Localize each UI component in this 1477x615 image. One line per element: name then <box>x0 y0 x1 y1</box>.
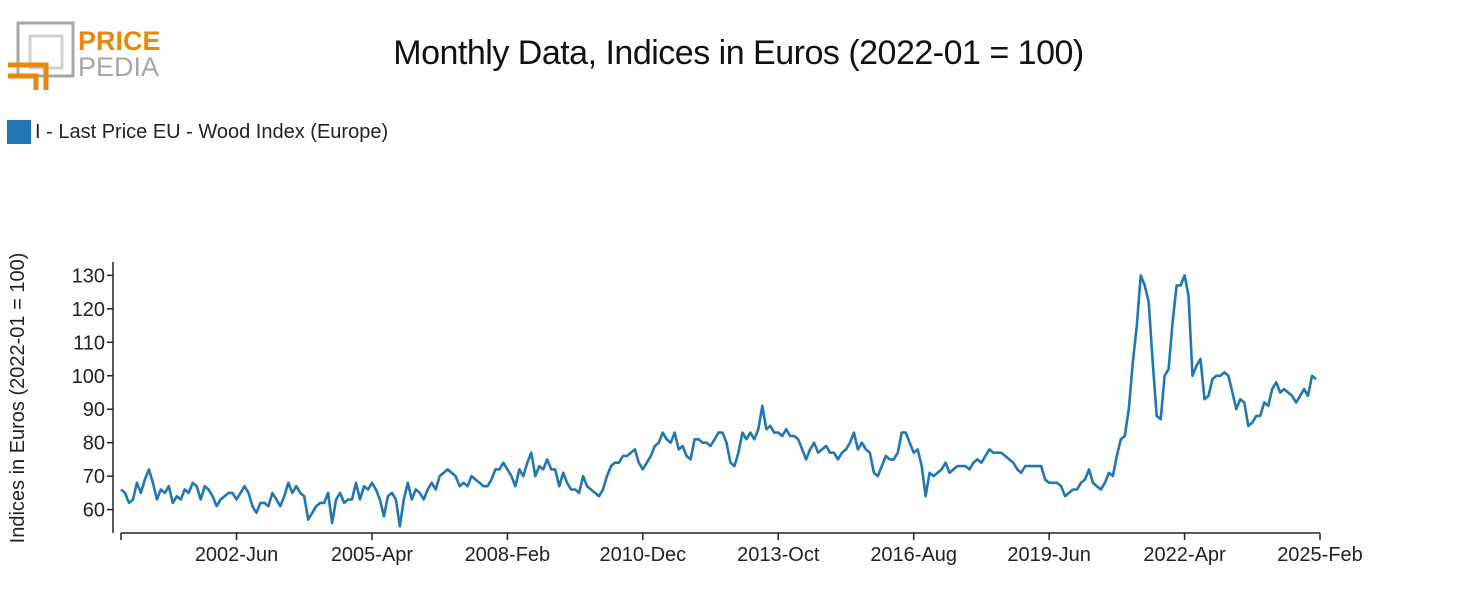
pricepedia-logo: PRICE PEDIA <box>8 21 161 90</box>
y-tick-label: 90 <box>83 399 105 421</box>
y-axis-label: Indices in Euros (2022-01 = 100) <box>7 253 29 544</box>
y-tick-label: 80 <box>83 433 105 455</box>
x-tick-label: 2016-Aug <box>870 544 957 566</box>
x-tick-label: 2022-Apr <box>1143 544 1226 566</box>
x-tick-label: 2019-Jun <box>1007 544 1090 566</box>
legend-swatch <box>7 120 31 144</box>
chart-title: Monthly Data, Indices in Euros (2022-01 … <box>393 34 1084 72</box>
logo-mark <box>8 21 75 90</box>
x-tick-label: 2005-Apr <box>331 544 414 566</box>
x-tick-label: 2002-Jun <box>195 544 278 566</box>
legend-label: I - Last Price EU - Wood Index (Europe) <box>35 120 389 143</box>
logo-corner-1 <box>8 62 49 90</box>
logo-word-pedia: PEDIA <box>78 52 159 82</box>
x-tick-label: 2008-Feb <box>465 544 551 566</box>
logo-word-price: PRICE <box>78 26 161 56</box>
y-tick-label: 120 <box>72 299 105 321</box>
plot-area <box>120 274 1317 528</box>
y-tick-label: 60 <box>83 500 105 522</box>
y-axis: 60 70 80 90 100 110 120 130 <box>72 262 114 533</box>
legend[interactable]: I - Last Price EU - Wood Index (Europe) <box>7 120 388 144</box>
y-tick-label: 110 <box>73 332 105 354</box>
x-tick-label: 2010-Dec <box>599 544 686 566</box>
series-line-wood-index <box>120 274 1317 528</box>
y-tick-label: 70 <box>83 466 105 488</box>
x-tick-label: 2025-Feb <box>1277 544 1363 566</box>
y-tick-label: 100 <box>72 366 105 388</box>
x-tick-label: 2013-Oct <box>737 544 820 566</box>
x-axis: 2002-Jun 2005-Apr 2008-Feb 2010-Dec 2013-Oct… <box>120 532 1363 566</box>
y-tick-label: 130 <box>72 265 105 287</box>
logo-corner-2 <box>8 73 39 90</box>
